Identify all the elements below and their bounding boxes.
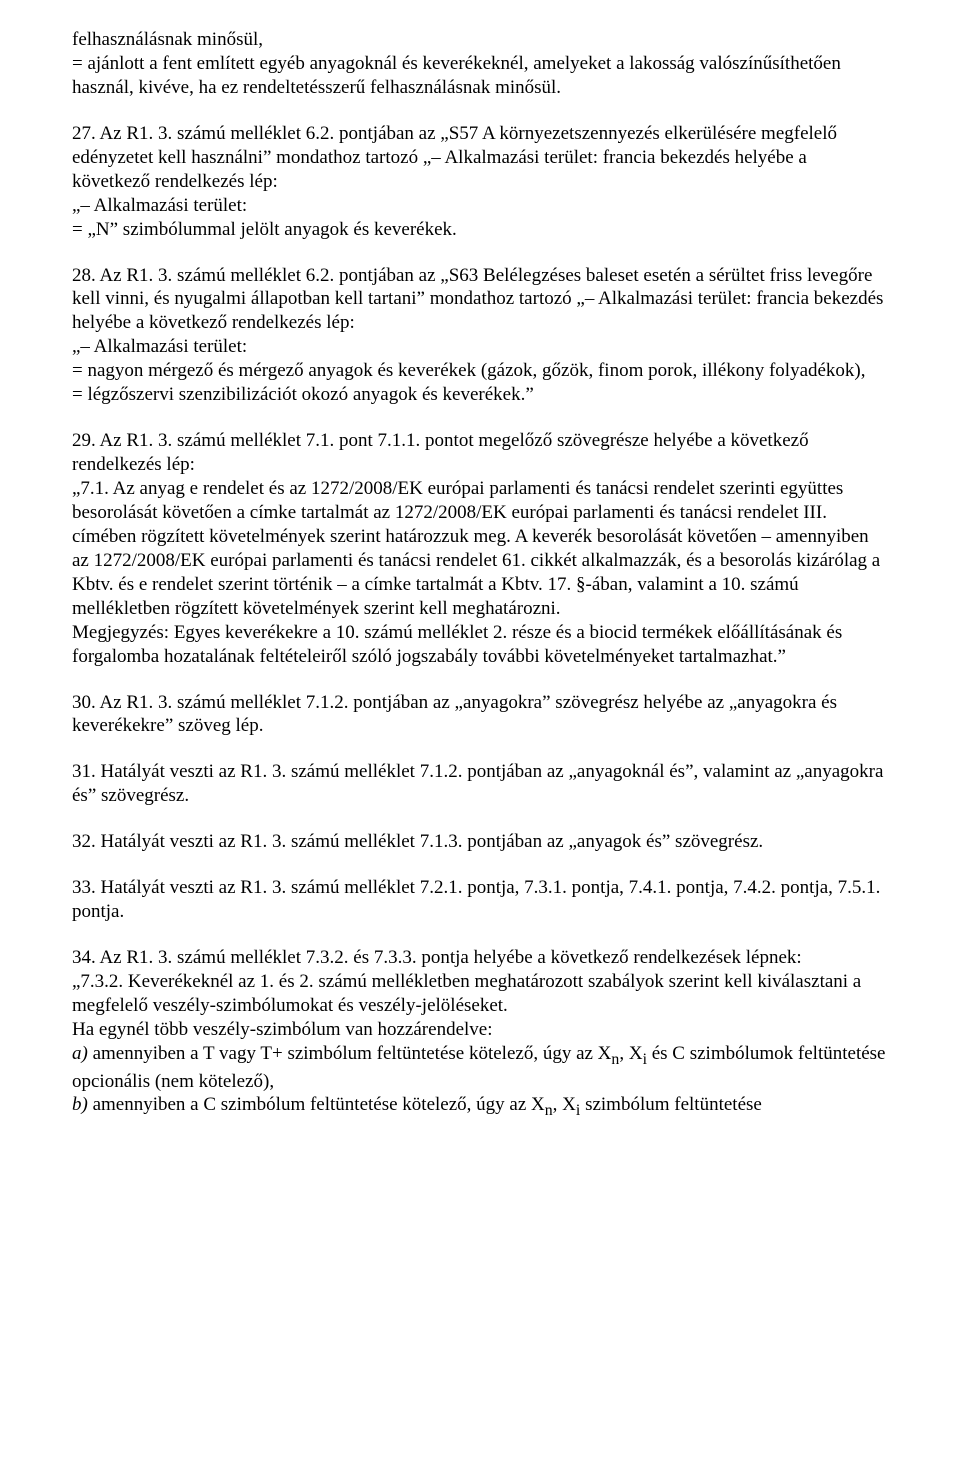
text-span: szimbólum feltüntetése [580, 1094, 762, 1115]
paragraph-block-4: 30. Az R1. 3. számú melléklet 7.1.2. pon… [72, 691, 888, 739]
text-line: „– Alkalmazási terület: [72, 335, 888, 359]
paragraph-block-0: felhasználásnak minősül, = ajánlott a fe… [72, 28, 888, 100]
text-line: = „N” szimbólummal jelölt anyagok és kev… [72, 218, 888, 242]
text-line: 30. Az R1. 3. számú melléklet 7.1.2. pon… [72, 691, 888, 739]
text-line: „– Alkalmazási terület: [72, 194, 888, 218]
text-line: 34. Az R1. 3. számú melléklet 7.3.2. és … [72, 946, 888, 970]
text-span: , X [619, 1043, 642, 1064]
text-line: „7.3.2. Keverékeknél az 1. és 2. számú m… [72, 970, 888, 1018]
text-line: „7.1. Az anyag e rendelet és az 1272/200… [72, 477, 888, 621]
text-line: 31. Hatályát veszti az R1. 3. számú mell… [72, 760, 888, 808]
text-line: = nagyon mérgező és mérgező anyagok és k… [72, 359, 888, 383]
text-span: amennyiben a T vagy T+ szimbólum feltünt… [93, 1043, 612, 1064]
text-line: Ha egynél több veszély-szimbólum van hoz… [72, 1018, 888, 1042]
text-line: 27. Az R1. 3. számú melléklet 6.2. pontj… [72, 122, 888, 194]
text-line: a) amennyiben a T vagy T+ szimbólum felt… [72, 1042, 888, 1094]
paragraph-block-3: 29. Az R1. 3. számú melléklet 7.1. pont … [72, 429, 888, 668]
text-line: Megjegyzés: Egyes keverékekre a 10. szám… [72, 621, 888, 669]
paragraph-block-1: 27. Az R1. 3. számú melléklet 6.2. pontj… [72, 122, 888, 242]
text-line: 28. Az R1. 3. számú melléklet 6.2. pontj… [72, 264, 888, 336]
text-line: b) amennyiben a C szimbólum feltüntetése… [72, 1093, 888, 1121]
text-line: = légzőszervi szenzibilizációt okozó any… [72, 383, 888, 407]
paragraph-block-5: 31. Hatályát veszti az R1. 3. számú mell… [72, 760, 888, 808]
paragraph-block-7: 33. Hatályát veszti az R1. 3. számú mell… [72, 876, 888, 924]
text-span: amennyiben a C szimbólum feltüntetése kö… [93, 1094, 545, 1115]
paragraph-block-8: 34. Az R1. 3. számú melléklet 7.3.2. és … [72, 946, 888, 1121]
text-span: , X [553, 1094, 576, 1115]
list-marker-a: a) [72, 1043, 93, 1064]
text-line: 32. Hatályát veszti az R1. 3. számú mell… [72, 830, 888, 854]
text-line: felhasználásnak minősül, [72, 28, 888, 52]
text-line: 29. Az R1. 3. számú melléklet 7.1. pont … [72, 429, 888, 477]
subscript-n: n [545, 1102, 553, 1119]
text-line: = ajánlott a fent említett egyéb anyagok… [72, 52, 888, 100]
list-marker-b: b) [72, 1094, 93, 1115]
paragraph-block-6: 32. Hatályát veszti az R1. 3. számú mell… [72, 830, 888, 854]
text-line: 33. Hatályát veszti az R1. 3. számú mell… [72, 876, 888, 924]
paragraph-block-2: 28. Az R1. 3. számú melléklet 6.2. pontj… [72, 264, 888, 408]
